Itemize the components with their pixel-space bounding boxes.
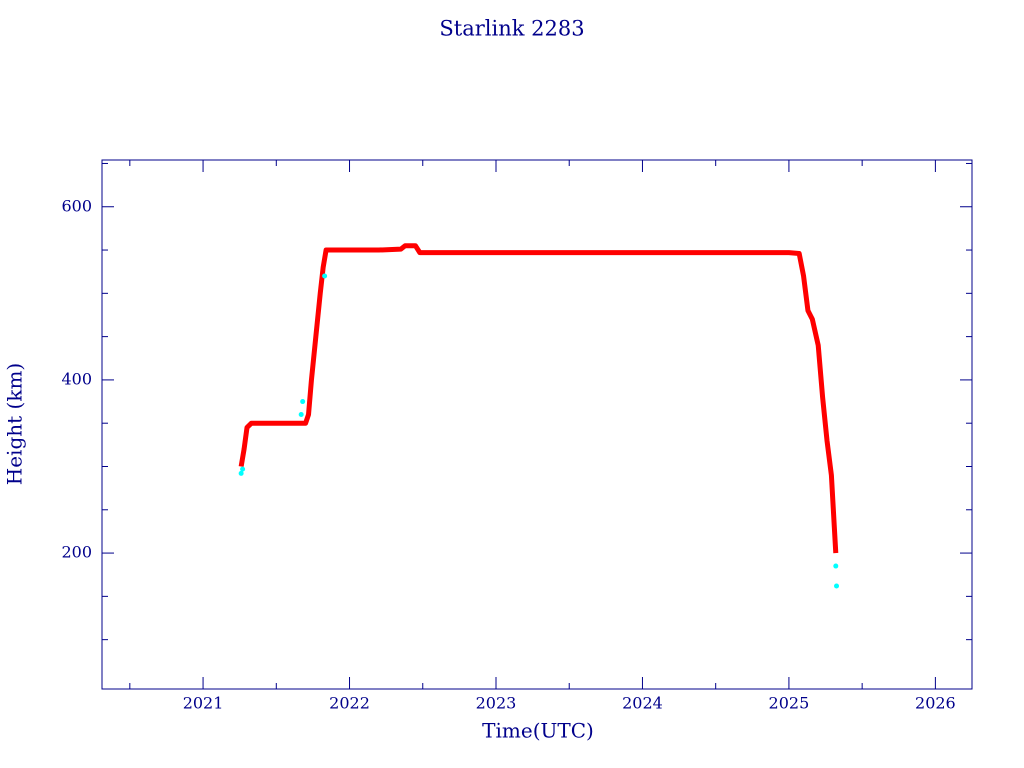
height-point bbox=[322, 273, 328, 279]
chart-title: Starlink 2283 bbox=[439, 17, 584, 41]
height-point bbox=[833, 563, 839, 569]
x-tick-label: 2021 bbox=[183, 694, 224, 713]
height-point bbox=[834, 583, 840, 589]
x-axis-label: Time(UTC) bbox=[482, 719, 594, 743]
x-tick-label: 2024 bbox=[622, 694, 663, 713]
height-point bbox=[238, 470, 244, 476]
height-point bbox=[240, 466, 246, 472]
height-point bbox=[300, 399, 306, 405]
x-tick-label: 2022 bbox=[329, 694, 370, 713]
y-tick-label: 400 bbox=[61, 369, 92, 388]
y-axis-label: Height (km) bbox=[3, 363, 27, 485]
height-point bbox=[298, 412, 304, 418]
x-tick-label: 2025 bbox=[769, 694, 810, 713]
plot-frame bbox=[101, 159, 973, 690]
x-tick-label: 2023 bbox=[476, 694, 517, 713]
x-tick-label: 2026 bbox=[915, 694, 956, 713]
height-trace bbox=[238, 243, 839, 554]
y-tick-label: 600 bbox=[61, 196, 92, 215]
y-tick-label: 200 bbox=[61, 543, 92, 562]
